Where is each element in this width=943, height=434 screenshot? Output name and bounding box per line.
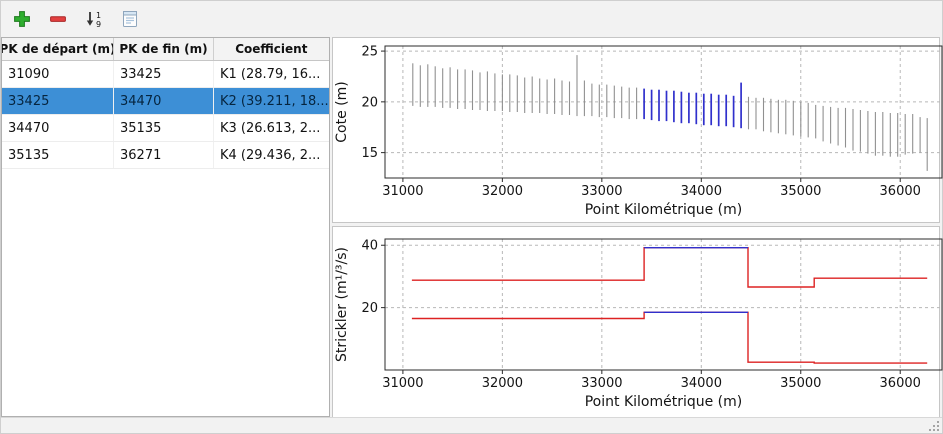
pk-end-cell[interactable]: 36271 [114,142,214,168]
table-row[interactable]: 33425 34470 K2 (39.211, 18... [2,88,329,115]
resize-grip-icon[interactable] [928,420,940,432]
y-tick-label: 40 [361,239,378,254]
table-header: PK de départ (m) PK de fin (m) Coefficie… [2,38,329,61]
main-area: PK de départ (m) PK de fin (m) Coefficie… [1,37,943,425]
strickler-plot-canvas[interactable]: 31000 32000 33000 34000 35000 36000 20 40 Point … [333,227,943,420]
x-tick-label: 36000 [879,184,920,199]
column-header-pk-depart[interactable]: PK de départ (m) [2,38,114,60]
x-tick-label: 32000 [481,376,522,391]
x-tick-label: 32000 [481,184,522,199]
pk-end-cell[interactable]: 33425 [114,61,214,87]
table-row[interactable]: 34470 35135 K3 (26.613, 2... [2,115,329,142]
coefficient-cell[interactable]: K2 (39.211, 18... [220,93,329,109]
table-row[interactable]: 31090 33425 K1 (28.79, 16... [2,61,329,88]
y-tick-label: 20 [361,301,378,316]
series-minor-bed-strickler [411,247,927,288]
toolbar: 1 9 [1,1,942,37]
remove-row-button[interactable] [45,6,71,32]
edit-button[interactable] [117,6,143,32]
pk-start-cell[interactable]: 34470 [2,115,114,141]
pk-start-cell[interactable]: 33425 [2,88,114,114]
charts-panel: 31000 32000 33000 34000 35000 36000 15 20 25 Poin… [331,37,943,425]
sort-button[interactable]: 1 9 [81,6,107,32]
document-icon [123,11,137,27]
add-row-button[interactable] [9,6,35,32]
pk-start-cell[interactable]: 31090 [2,61,114,87]
column-header-coefficient[interactable]: Coefficient [235,42,308,56]
coefficient-cell[interactable]: K3 (26.613, 2... [220,120,321,136]
x-tick-label: 33000 [581,376,622,391]
cote-plot-canvas[interactable]: 31000 32000 33000 34000 35000 36000 15 20 25 Poin… [333,38,943,218]
table-row[interactable]: 35135 36271 K4 (29.436, 2... [2,142,329,169]
y-tick-label: 25 [361,45,378,60]
status-bar [1,417,942,433]
x-tick-label: 35000 [780,376,821,391]
cote-chart: 31000 32000 33000 34000 35000 36000 15 20 25 Poin… [331,37,943,223]
pk-end-cell[interactable]: 35135 [114,115,214,141]
sort-numeric-icon: 1 9 [86,11,101,29]
y-axis-label: Strickler (m¹/³/s) [334,247,350,362]
x-axis-label: Point Kilométrique (m) [584,394,742,410]
pk-start-cell[interactable]: 35135 [2,142,114,168]
coefficient-cell[interactable]: K4 (29.436, 2... [220,147,321,163]
x-tick-label: 35000 [780,184,821,199]
plot-frame [384,45,943,179]
pk-end-cell[interactable]: 34470 [114,88,214,114]
y-tick-label: 15 [361,146,378,161]
plus-icon [14,11,30,27]
x-axis-label: Point Kilométrique (m) [584,202,742,218]
series-floodplain-strickler [411,311,927,364]
x-tick-label: 31000 [382,376,423,391]
y-axis-label: Cote (m) [334,81,350,142]
x-tick-label: 33000 [581,184,622,199]
column-header-pk-fin[interactable]: PK de fin (m) [114,38,214,60]
plot-frame [384,238,943,371]
table-body: 31090 33425 K1 (28.79, 16... 33425 34470 K2 (… [2,61,329,416]
x-tick-label: 34000 [680,184,721,199]
x-tick-label: 31000 [382,184,423,199]
svg-text:1: 1 [96,11,101,20]
minus-icon [50,16,66,22]
svg-text:9: 9 [96,20,101,29]
x-tick-label: 36000 [879,376,920,391]
x-tick-label: 34000 [680,376,721,391]
strickler-chart: 31000 32000 33000 34000 35000 36000 20 40 Point … [331,226,943,425]
y-tick-label: 20 [361,95,378,110]
coefficient-cell[interactable]: K1 (28.79, 16... [220,66,321,82]
coefficient-table: PK de départ (m) PK de fin (m) Coefficie… [1,37,330,417]
